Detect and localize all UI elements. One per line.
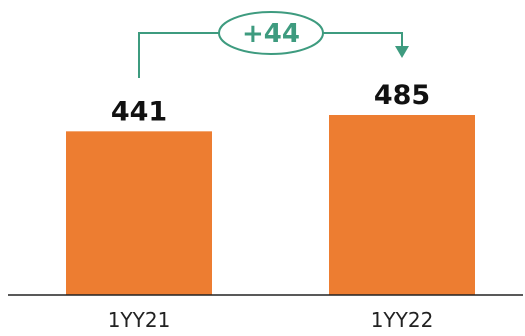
data-label-1yy22: 485 [374,80,430,111]
data-labels-group: 441 485 [111,80,430,127]
bar-1yy21 [66,131,212,295]
bars-group [66,115,475,295]
data-label-1yy21: 441 [111,96,167,127]
arrow-down-icon [395,46,409,58]
difference-annotation: +44 [138,11,409,78]
x-tick-labels-group: 1YY21 1YY22 [108,308,434,332]
x-tick-label-1yy22: 1YY22 [371,308,434,332]
difference-label: +44 [242,19,300,49]
bar-1yy22 [329,115,475,295]
difference-bubble [218,11,324,55]
x-tick-label-1yy21: 1YY21 [108,308,171,332]
